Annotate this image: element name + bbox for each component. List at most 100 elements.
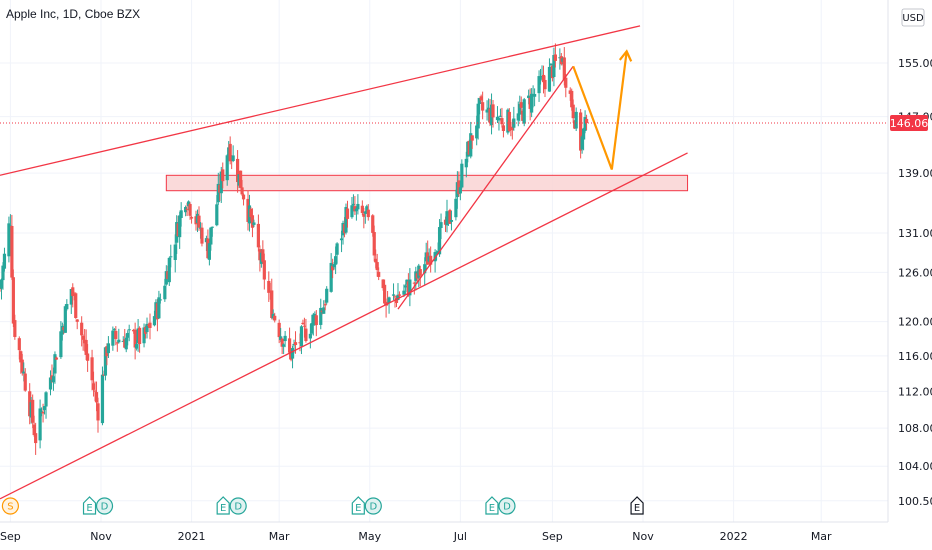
candle	[240, 179, 244, 196]
candle	[582, 127, 586, 151]
candle	[270, 278, 274, 320]
candle	[261, 240, 265, 265]
candle	[225, 154, 229, 186]
candle	[329, 253, 333, 293]
candle	[157, 290, 161, 319]
price-tick-label: 116.00	[898, 350, 932, 363]
svg-text:E: E	[220, 503, 226, 514]
dividend-event-icon[interactable]: D	[229, 497, 247, 515]
split-event-icon[interactable]: S	[1, 497, 19, 515]
dividend-event-icon[interactable]: D	[498, 497, 516, 515]
resistance-zone[interactable]	[165, 174, 689, 192]
candle	[299, 325, 304, 355]
candle	[584, 114, 589, 130]
candle	[133, 322, 137, 360]
last-price-label: 146.06	[890, 115, 929, 132]
time-tick-label: Mar	[811, 530, 832, 543]
time-tick-label: Sep	[542, 530, 563, 543]
candle	[48, 370, 53, 396]
last-price-value: 146.06	[890, 117, 929, 130]
candle	[418, 265, 422, 287]
candle	[571, 99, 575, 123]
candle	[126, 330, 130, 346]
candle	[115, 341, 119, 352]
candle	[501, 123, 506, 138]
candle	[439, 213, 443, 240]
time-tick-label: Sep	[0, 530, 21, 543]
candle	[335, 242, 339, 264]
candle	[331, 258, 335, 279]
candle	[518, 95, 522, 122]
time-tick-label: Nov	[90, 530, 112, 543]
candle	[238, 170, 243, 189]
candle	[481, 91, 485, 120]
candle	[53, 351, 57, 384]
candle	[44, 391, 48, 419]
short-trendline[interactable]	[397, 65, 574, 310]
candle	[290, 345, 295, 369]
candle	[362, 207, 366, 229]
earnings-event-icon[interactable]: E	[351, 496, 365, 515]
projection-arrowhead	[618, 49, 633, 62]
candle	[188, 202, 192, 220]
candle	[449, 210, 454, 231]
candle	[470, 135, 474, 149]
candle	[372, 225, 376, 262]
dividend-event-icon[interactable]: D	[364, 497, 382, 515]
candle	[210, 226, 214, 237]
candle	[387, 296, 391, 314]
candle	[366, 204, 370, 221]
candle	[537, 70, 541, 102]
candle	[100, 366, 105, 426]
candle	[267, 271, 271, 302]
projection-path[interactable]	[572, 51, 628, 170]
earnings-event-icon[interactable]: E	[216, 496, 230, 515]
candle	[325, 286, 329, 305]
candle	[96, 397, 100, 433]
price-tick-label: 155.00	[898, 57, 932, 70]
time-tick-label: May	[358, 530, 381, 543]
lower-channel-line[interactable]	[0, 152, 688, 500]
candle	[460, 159, 464, 189]
candle	[111, 326, 115, 351]
candle	[476, 97, 480, 140]
candle	[574, 107, 578, 132]
candle	[553, 43, 557, 68]
dividend-event-icon[interactable]: D	[95, 497, 114, 515]
candle	[158, 293, 162, 304]
candle	[11, 269, 15, 328]
candle	[383, 279, 387, 306]
candle	[75, 319, 79, 330]
candle	[80, 316, 84, 347]
earnings-event-icon[interactable]: E	[485, 496, 499, 515]
candle	[38, 399, 42, 449]
candle	[169, 244, 173, 268]
time-axis[interactable]: Sep Nov 2021 Mar May Jul Sep Nov 2022 Mar	[0, 530, 832, 543]
candle	[522, 97, 526, 127]
candle	[408, 268, 412, 307]
candle	[54, 356, 59, 360]
candle	[552, 47, 556, 87]
candle	[221, 162, 225, 189]
earnings-event-icon[interactable]: E	[630, 496, 644, 515]
candle	[148, 313, 152, 340]
candle	[354, 207, 359, 221]
candle	[241, 193, 246, 206]
price-axis[interactable]: 155.00147.00139.00131.00126.00120.00116.…	[898, 57, 932, 508]
upper-channel-line[interactable]	[0, 25, 641, 176]
candle	[23, 368, 27, 392]
candle	[39, 407, 44, 417]
earnings-event-icon[interactable]: E	[82, 496, 97, 515]
price-tick-label: 104.00	[898, 460, 932, 473]
candle	[491, 99, 495, 128]
candle	[282, 343, 286, 355]
candle	[350, 197, 354, 219]
candle	[396, 283, 400, 301]
candle	[145, 317, 149, 339]
candle	[252, 219, 256, 228]
candle	[65, 299, 69, 311]
candle	[345, 200, 350, 228]
time-tick-label: 2021	[178, 530, 206, 543]
